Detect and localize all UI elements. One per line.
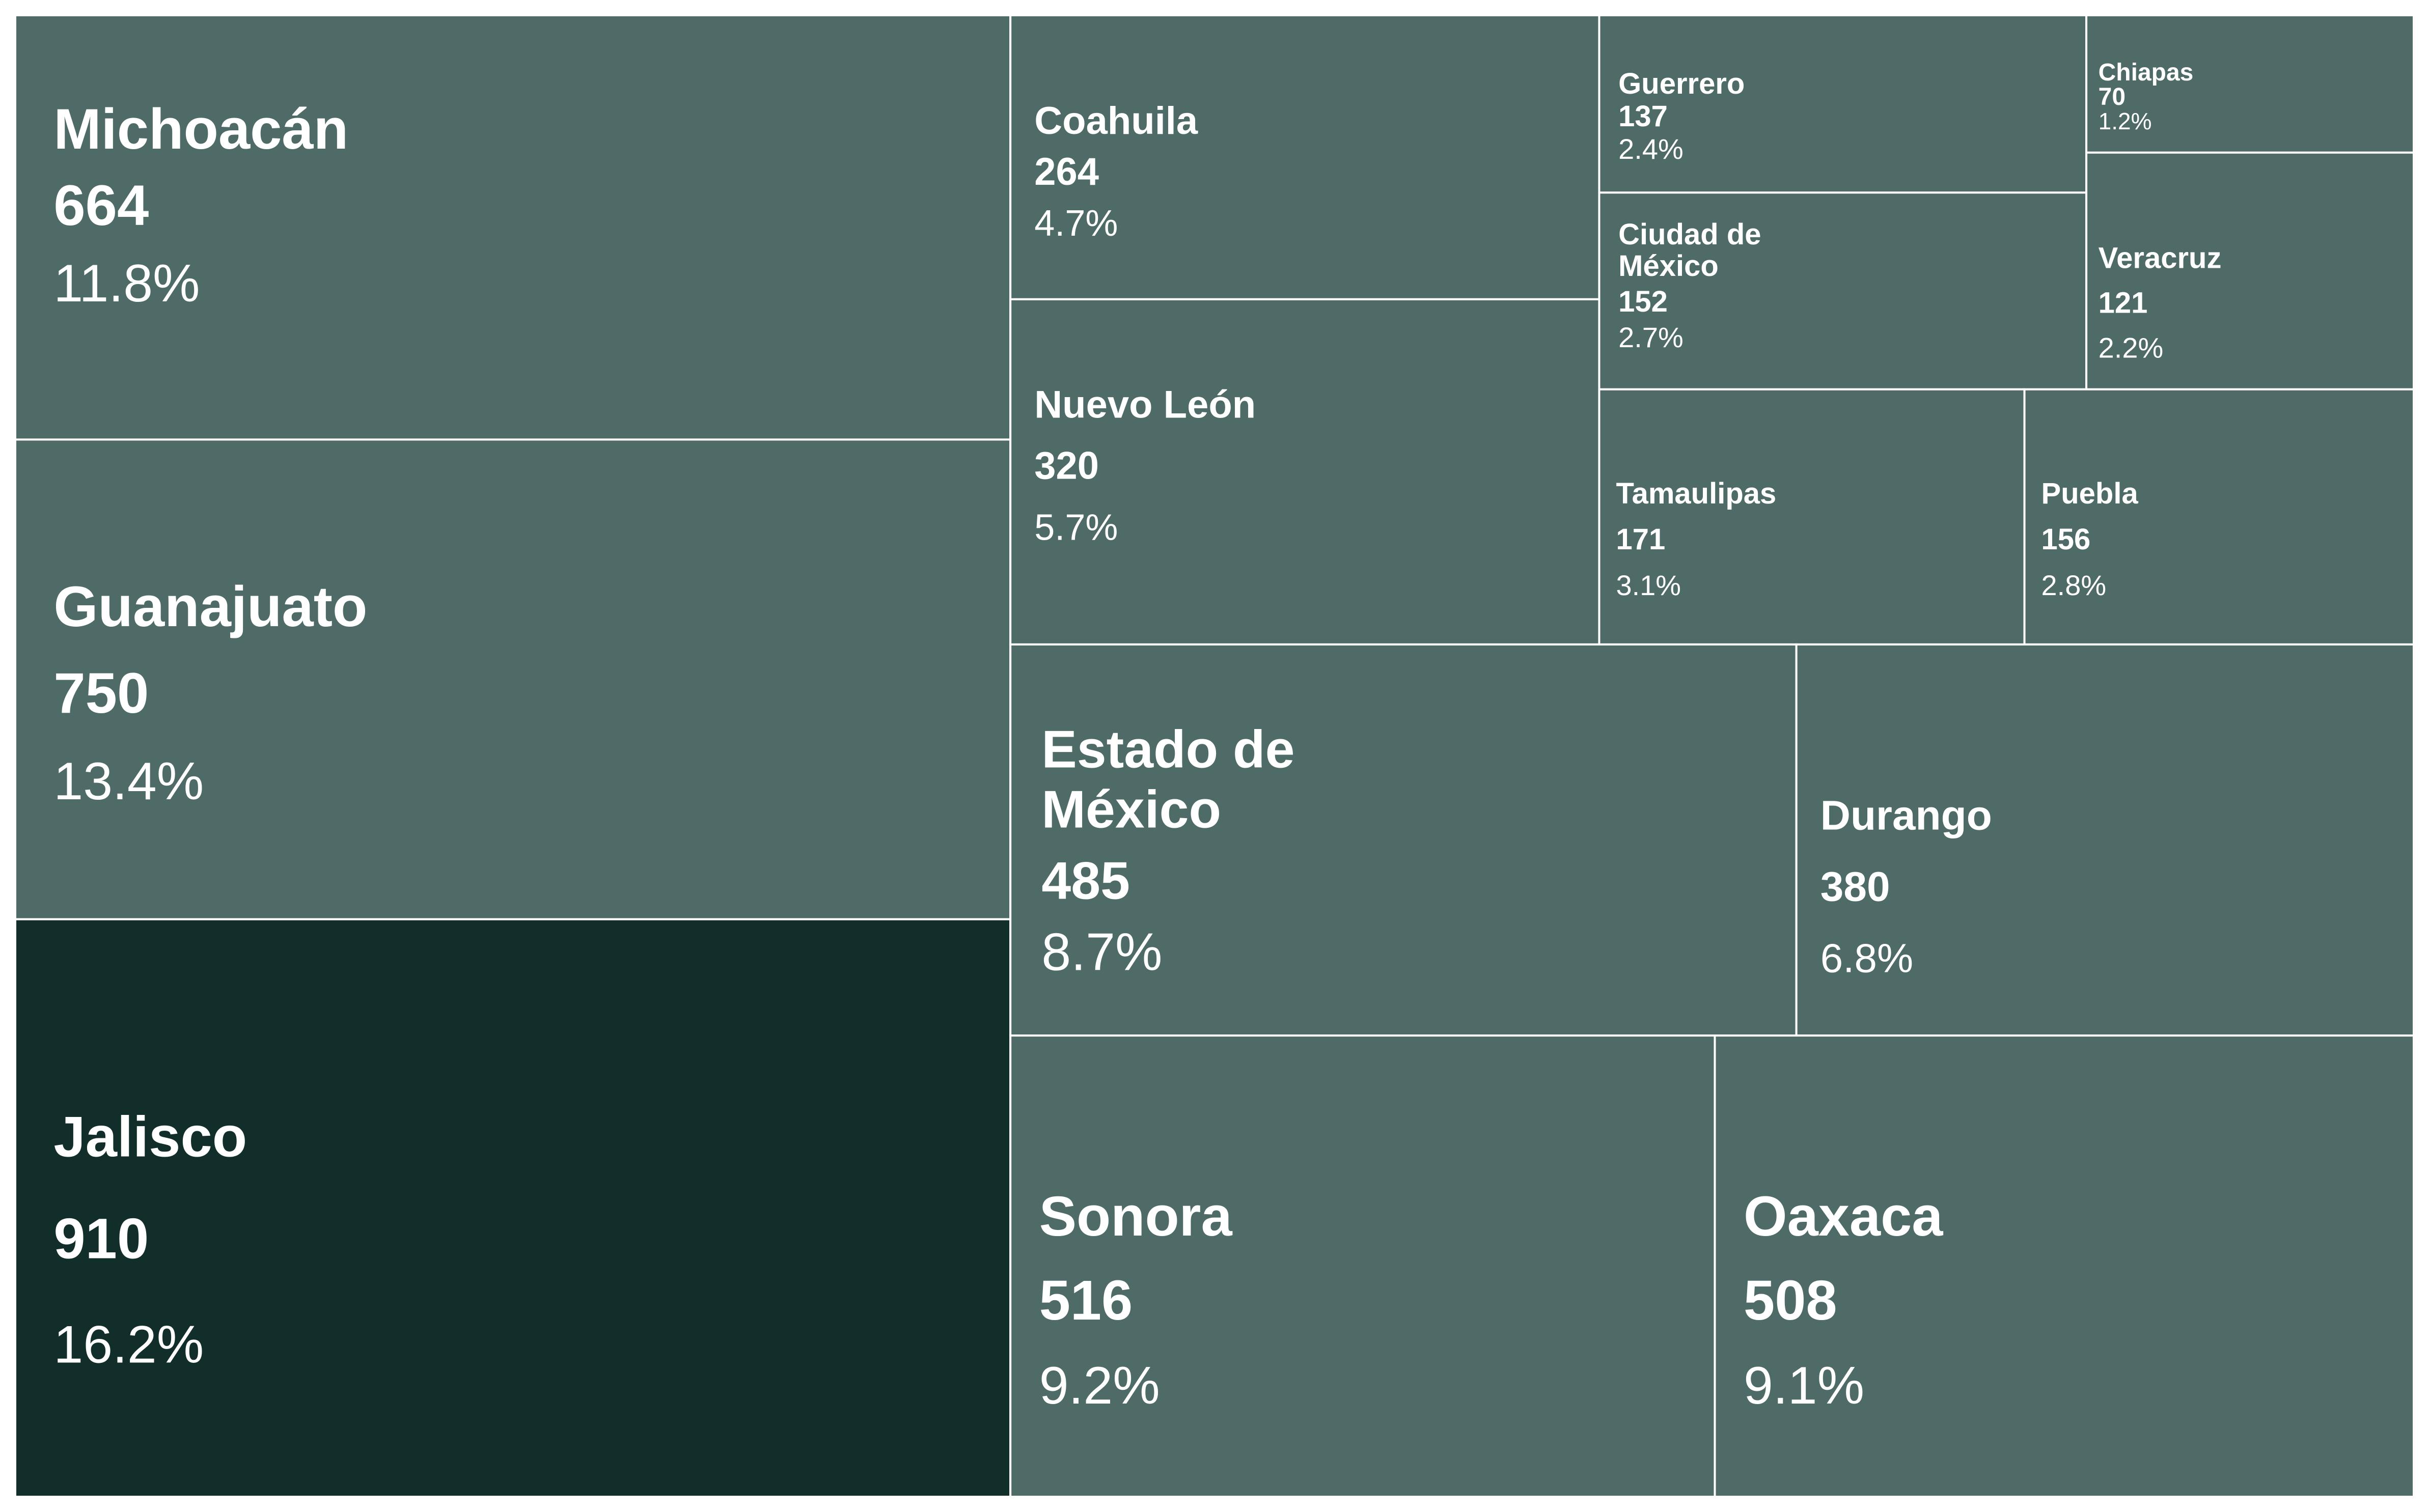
treemap-labels: Michoacán 664 11.8% Guanajuato 750 13.4% Jalis…	[53, 59, 2221, 1415]
tile-pct-durango: 6.8%	[1820, 936, 1913, 981]
tile-name-tamaulipas: Tamaulipas	[1616, 477, 1776, 510]
tile-estado-de-mexico	[1009, 643, 1798, 1037]
tile-name-puebla: Puebla	[2041, 477, 2139, 510]
tile-ciudad-de-mexico	[1598, 191, 2088, 390]
tile-value-jalisco: 910	[53, 1207, 149, 1270]
tile-pct-oaxaca: 9.1%	[1744, 1356, 1864, 1415]
tile-value-chiapas: 70	[2099, 83, 2126, 110]
tile-name-sonora: Sonora	[1039, 1185, 1233, 1248]
tile-jalisco	[14, 918, 1012, 1498]
tile-name-ciudad-de-mexico: Ciudad de	[1618, 218, 1761, 251]
tile-value-tamaulipas: 171	[1616, 523, 1665, 556]
tile-value-guanajuato: 750	[53, 661, 149, 725]
tile-name-durango: Durango	[1820, 793, 1992, 839]
tile-name-chiapas: Chiapas	[2099, 59, 2194, 86]
tile-pct-michoacan: 11.8%	[53, 254, 200, 313]
tile-puebla	[2023, 388, 2415, 646]
tile-name-estado-de-mexico: México	[1041, 780, 1221, 839]
tile-pct-veracruz: 2.2%	[2099, 332, 2164, 364]
tile-value-nuevo-leon: 320	[1034, 444, 1099, 488]
tile-name-nuevo-leon: Nuevo León	[1034, 383, 1256, 427]
tile-pct-chiapas: 1.2%	[2099, 108, 2152, 134]
tile-pct-tamaulipas: 3.1%	[1616, 569, 1681, 601]
tile-value-veracruz: 121	[2099, 287, 2148, 320]
tile-coahuila	[1009, 14, 1600, 300]
tile-value-michoacan: 664	[53, 174, 149, 237]
tile-name-jalisco: Jalisco	[53, 1105, 247, 1168]
tile-name-guerrero: Guerrero	[1618, 67, 1745, 100]
tile-name-michoacan: Michoacán	[53, 97, 348, 161]
tile-name-veracruz: Veracruz	[2099, 242, 2222, 275]
tile-pct-ciudad-de-mexico: 2.7%	[1618, 321, 1683, 353]
tile-pct-nuevo-leon: 5.7%	[1034, 508, 1118, 548]
tile-value-estado-de-mexico: 485	[1041, 851, 1130, 910]
tile-guerrero	[1598, 14, 2088, 194]
tile-value-oaxaca: 508	[1744, 1269, 1837, 1332]
tile-michoacan	[14, 14, 1012, 441]
tile-name-coahuila: Coahuila	[1034, 99, 1198, 143]
tile-value-puebla: 156	[2041, 523, 2091, 556]
tile-guanajuato	[14, 438, 1012, 920]
treemap-tiles	[14, 14, 2415, 1498]
tile-pct-guanajuato: 13.4%	[53, 752, 204, 811]
tile-name-guanajuato: Guanajuato	[53, 575, 367, 638]
tile-sonora	[1009, 1034, 1716, 1498]
tile-pct-guerrero: 2.4%	[1618, 133, 1683, 165]
tile-pct-jalisco: 16.2%	[53, 1315, 204, 1374]
tile-nuevo-leon	[1009, 298, 1600, 646]
tile-pct-sonora: 9.2%	[1039, 1356, 1160, 1415]
tile-name-oaxaca: Oaxaca	[1744, 1185, 1943, 1248]
tile-tamaulipas	[1598, 388, 2026, 646]
tile-name-estado-de-mexico: Estado de	[1041, 720, 1294, 779]
tile-value-sonora: 516	[1039, 1269, 1133, 1332]
tile-value-coahuila: 264	[1034, 150, 1099, 193]
tile-durango	[1795, 643, 2415, 1037]
tile-value-ciudad-de-mexico: 152	[1618, 285, 1668, 318]
tile-oaxaca	[1714, 1034, 2415, 1498]
tile-pct-puebla: 2.8%	[2041, 569, 2107, 601]
tile-pct-estado-de-mexico: 8.7%	[1041, 922, 1162, 982]
tile-name-ciudad-de-mexico: México	[1618, 249, 1719, 283]
tile-pct-coahuila: 4.7%	[1034, 203, 1118, 244]
tile-value-guerrero: 137	[1618, 100, 1668, 133]
tile-value-durango: 380	[1820, 864, 1890, 910]
